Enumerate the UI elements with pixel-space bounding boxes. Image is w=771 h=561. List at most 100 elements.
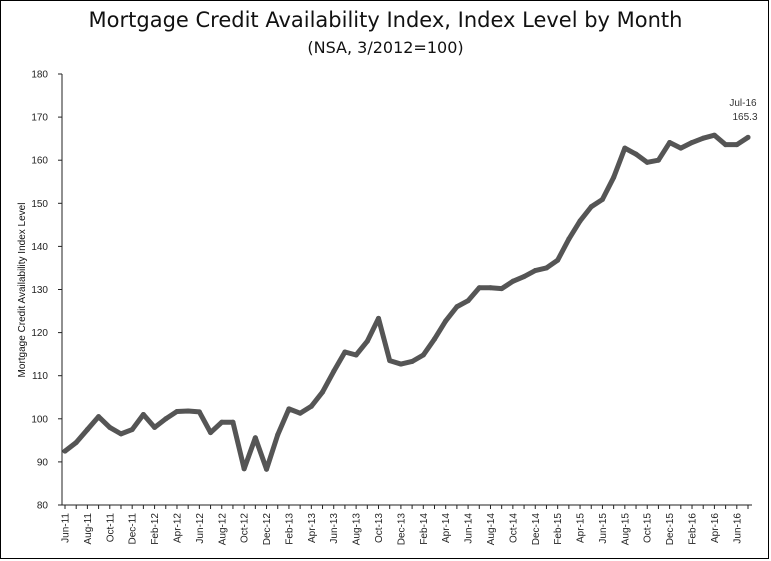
data-point (308, 403, 314, 409)
data-point (62, 448, 68, 454)
y-tick-label: 180 (31, 70, 48, 81)
x-tick-label: Dec-11 (128, 513, 139, 545)
y-tick-labels: 80 90 100 110 120 130 140 150 160 170 180 (31, 70, 62, 512)
chart-subtitle: (NSA, 3/2012=100) (307, 38, 464, 57)
data-point (174, 408, 180, 414)
data-point (633, 151, 639, 157)
y-tick-label: 170 (31, 113, 48, 124)
y-tick-label: 160 (31, 156, 48, 167)
data-point (745, 134, 751, 140)
x-tick-label: Aug-11 (83, 513, 94, 545)
data-point (219, 419, 225, 425)
data-point (577, 218, 583, 224)
x-tick-label: Jun-16 (732, 513, 743, 544)
data-point (611, 174, 617, 180)
data-point (387, 358, 393, 364)
x-tick-label: Oct-12 (240, 513, 251, 543)
data-point (622, 145, 628, 151)
data-point (431, 336, 437, 342)
data-point (487, 285, 493, 291)
x-tick-label: Feb-15 (553, 513, 564, 545)
data-point (73, 440, 79, 446)
x-tick-label: Aug-12 (217, 513, 228, 546)
data-point (465, 298, 471, 304)
data-point (443, 318, 449, 324)
y-tick-label: 150 (31, 199, 48, 210)
x-tick-label: Feb-16 (688, 513, 699, 545)
data-point (118, 431, 124, 437)
x-tick-label: Aug-14 (486, 513, 497, 546)
x-tick-label: Dec-15 (665, 513, 676, 546)
chart-title: Mortgage Credit Availability Index, Inde… (88, 8, 683, 32)
x-tick-label: Aug-13 (352, 513, 363, 546)
y-tick-label: 140 (31, 242, 48, 253)
data-point (678, 145, 684, 151)
data-point (152, 424, 158, 430)
data-point (84, 427, 90, 433)
x-tick-label: Oct-13 (374, 513, 385, 543)
data-point (711, 132, 717, 138)
data-point (96, 414, 102, 420)
data-point (252, 435, 258, 441)
data-point (185, 408, 191, 414)
data-point (566, 236, 572, 242)
data-point (510, 278, 516, 284)
y-tick-label: 80 (37, 501, 49, 512)
data-points (62, 132, 751, 472)
data-point (555, 257, 561, 263)
x-tick-label: Feb-13 (284, 513, 295, 545)
x-tick-label: Dec-13 (396, 513, 407, 546)
x-tick-label: Jun-11 (61, 513, 72, 543)
axes (61, 74, 752, 506)
data-point (700, 135, 706, 141)
x-tick-label: Apr-14 (441, 513, 452, 543)
data-point (342, 349, 348, 355)
x-tick-label: Feb-12 (150, 513, 161, 545)
data-point (644, 159, 650, 165)
data-point (364, 338, 370, 344)
data-point (230, 419, 236, 425)
data-point (275, 432, 281, 438)
data-point (353, 352, 359, 358)
x-tick-label: Apr-16 (710, 513, 721, 543)
data-point (196, 409, 202, 415)
data-point (734, 142, 740, 148)
data-point (398, 361, 404, 367)
data-point (588, 204, 594, 210)
data-point (208, 430, 214, 436)
x-tick-label: Jun-15 (598, 513, 609, 544)
x-tick-label: Dec-14 (531, 513, 542, 546)
x-tick-label: Oct-15 (643, 513, 654, 543)
data-point (297, 410, 303, 416)
x-tick-label: Jun-12 (195, 513, 206, 544)
x-tick-label: Dec-12 (262, 513, 273, 546)
data-point (667, 140, 673, 146)
y-tick-label: 110 (32, 371, 48, 382)
data-point (376, 315, 382, 321)
annotation-label: Jul-16 (729, 98, 757, 109)
x-tick-label: Jun-14 (464, 513, 475, 544)
data-point (454, 304, 460, 310)
annotation-value: 165.3 (732, 112, 757, 123)
data-point (107, 424, 113, 430)
data-point (163, 416, 169, 422)
data-point (599, 196, 605, 202)
data-point (420, 352, 426, 358)
data-point (241, 466, 247, 472)
data-point (689, 140, 695, 146)
data-point (476, 285, 482, 291)
x-tick-label: Oct-14 (508, 513, 519, 543)
data-point (409, 358, 415, 364)
x-tick-label: Apr-13 (307, 513, 318, 543)
y-tick-label: 120 (31, 328, 48, 339)
data-point (129, 427, 135, 433)
data-point (264, 466, 270, 472)
data-point (331, 368, 337, 374)
x-tick-label: Apr-15 (576, 513, 587, 543)
data-point (655, 157, 661, 163)
data-point (140, 411, 146, 417)
data-point (320, 389, 326, 395)
x-tick-label: Feb-14 (419, 513, 430, 545)
